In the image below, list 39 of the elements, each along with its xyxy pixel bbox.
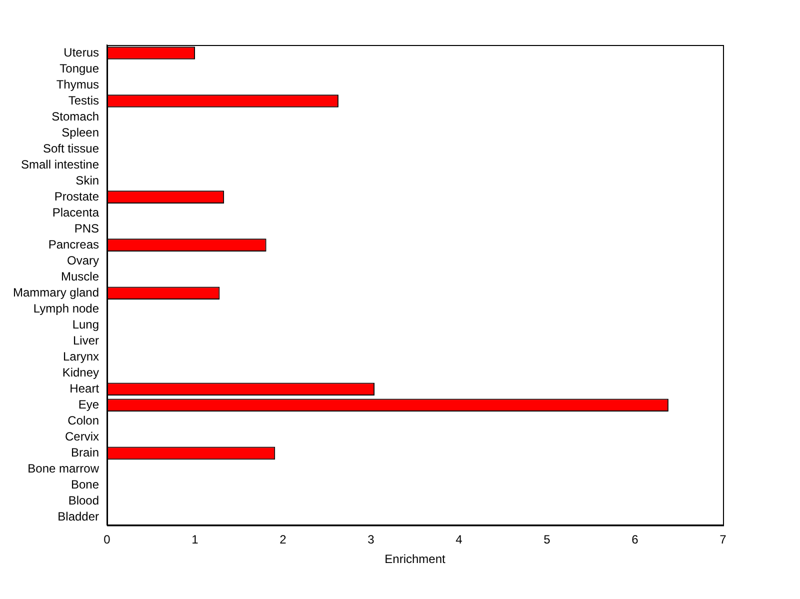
y-tick-label: Spleen	[62, 125, 100, 140]
x-axis-title: Enrichment	[384, 552, 446, 566]
x-tick-label: 4	[456, 532, 463, 547]
x-tick-label: 1	[192, 532, 199, 547]
y-tick-label: Muscle	[61, 269, 100, 284]
y-tick-label: Prostate	[54, 189, 100, 204]
y-tick-label: Blood	[68, 494, 100, 508]
y-tick-label: Thymus	[56, 77, 100, 92]
y-tick-label: Small intestine	[20, 157, 100, 172]
y-tick-label: Soft tissue	[42, 141, 100, 156]
y-tick-label: Bone	[70, 477, 100, 492]
y-tick-label: Cervix	[65, 429, 100, 444]
y-tick-label: Lymph node	[33, 301, 100, 316]
y-tick-label: Stomach	[52, 109, 100, 124]
x-tick-label: 3	[368, 532, 375, 547]
x-tick-label: 5	[544, 532, 551, 547]
y-tick-label: Liver	[73, 333, 100, 348]
y-tick-label: Uterus	[64, 45, 100, 60]
y-tick-label: Mammary gland	[12, 285, 100, 300]
y-tick-label: Colon	[68, 413, 100, 428]
x-tick-label: 6	[632, 532, 639, 547]
y-tick-label: Pancreas	[48, 237, 100, 252]
y-tick-label: Bone marrow	[28, 461, 100, 476]
y-tick-label: Kidney	[62, 365, 100, 380]
y-tick-label: Placenta	[52, 205, 100, 220]
y-tick-label: Lung	[72, 317, 100, 332]
y-tick-label: Tongue	[60, 61, 100, 76]
y-tick-label: Testis	[68, 93, 100, 108]
y-tick-label: Heart	[70, 381, 100, 396]
y-tick-label: PNS	[74, 221, 100, 236]
y-tick-label: Eye	[78, 397, 100, 412]
y-tick-label: Larynx	[62, 349, 100, 364]
x-tick-label: 2	[280, 532, 287, 547]
y-tick-label: Skin	[76, 173, 100, 188]
y-tick-label: Brain	[71, 445, 100, 460]
y-tick-label: Bladder	[58, 510, 100, 524]
y-tick-label: Ovary	[67, 253, 100, 268]
x-tick-label: 0	[104, 532, 111, 547]
x-tick-label: 7	[720, 532, 727, 547]
